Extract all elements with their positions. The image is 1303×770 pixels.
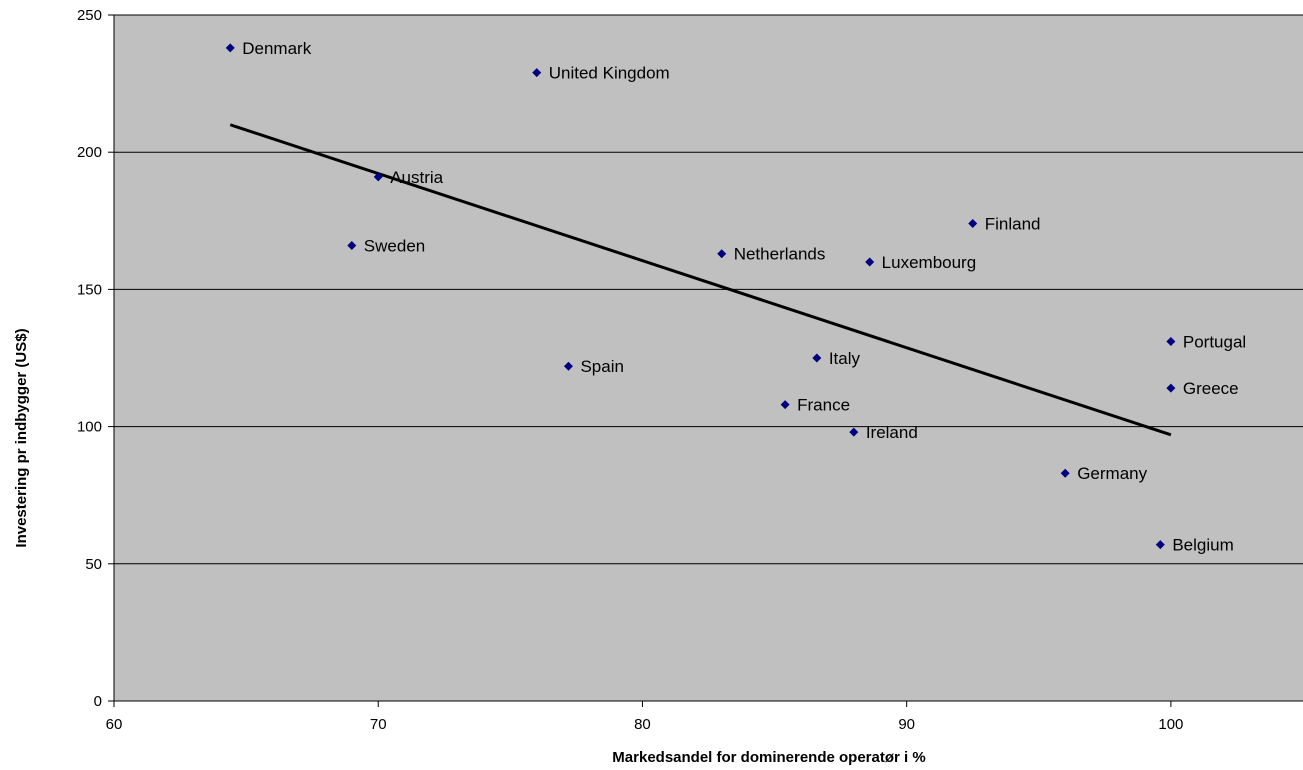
y-tick-label: 150	[77, 281, 102, 298]
x-tick-label: 90	[898, 716, 915, 733]
data-point-label: Greece	[1183, 379, 1239, 398]
data-point-label: France	[797, 396, 850, 415]
y-tick-label: 100	[77, 419, 102, 436]
x-tick-label: 80	[634, 716, 651, 733]
data-point-marker	[532, 68, 542, 78]
data-point-marker	[1060, 468, 1070, 478]
data-point-label: Germany	[1077, 464, 1147, 483]
data-point-marker	[225, 43, 235, 53]
data-point-label: United Kingdom	[549, 64, 670, 83]
data-point-marker	[812, 353, 822, 363]
data-point-marker	[1166, 337, 1176, 347]
x-tick-label: 60	[106, 716, 123, 733]
data-point-marker	[780, 400, 790, 410]
x-tick-label: 100	[1158, 716, 1183, 733]
data-point-label: Sweden	[364, 236, 425, 255]
x-axis-title: Markedsandel for dominerende operatør i …	[612, 749, 925, 766]
data-point-marker	[347, 240, 357, 250]
data-point-label: Ireland	[866, 423, 918, 442]
data-point-marker	[968, 219, 978, 229]
data-point-marker	[717, 249, 727, 259]
x-tick-label: 70	[370, 716, 387, 733]
y-axis-title: Investering pr indbygger (US$)	[13, 328, 30, 547]
data-point-marker	[849, 427, 859, 437]
data-point-marker	[1166, 383, 1176, 393]
data-point-label: Luxembourg	[882, 253, 977, 272]
data-point-marker	[373, 172, 383, 182]
trendline-group	[229, 123, 1172, 437]
y-tick-label: 0	[94, 693, 102, 710]
data-point-marker	[1155, 540, 1165, 550]
data-point-label: Finland	[985, 215, 1041, 234]
y-tick-label: 250	[77, 7, 102, 24]
plot-area	[113, 14, 1303, 702]
data-point-label: Spain	[580, 357, 623, 376]
data-points: Denmark United Kingdom Austria Sweden Nether…	[225, 39, 1246, 555]
y-tick-label: 200	[77, 144, 102, 161]
data-point-marker	[563, 361, 573, 371]
axes: 0 50 100 150 200 250 60 70 80 90 100	[77, 7, 1183, 733]
data-point-label: Portugal	[1183, 333, 1246, 352]
data-point-label: Belgium	[1172, 536, 1233, 555]
data-point-label: Austria	[390, 168, 443, 187]
trendline	[229, 123, 1172, 437]
data-point-label: Denmark	[242, 39, 311, 58]
data-point-label: Italy	[829, 349, 861, 368]
data-point-marker	[865, 257, 875, 267]
y-tick-label: 50	[85, 556, 102, 573]
data-point-label: Netherlands	[734, 245, 826, 264]
